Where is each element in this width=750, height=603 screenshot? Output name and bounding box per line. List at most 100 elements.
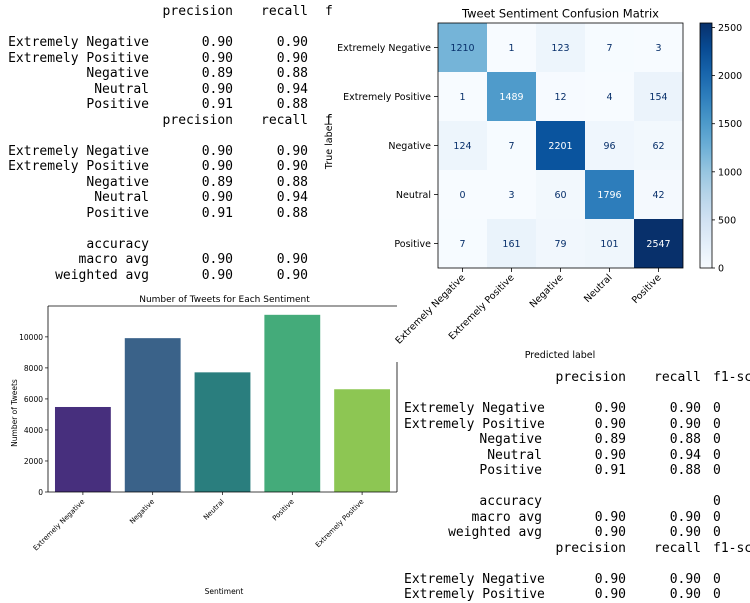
report-row-label: Extremely Positive xyxy=(404,416,545,432)
report-row: macro avg 0.90 0.90 xyxy=(6,252,345,268)
report-row-label: Extremely Negative xyxy=(8,143,149,159)
matrix-cell xyxy=(634,72,683,121)
report-row: Extremely Positive 0.90 0.90 xyxy=(6,159,345,175)
matrix-cell xyxy=(585,72,634,121)
report-precision-value: 0.91 xyxy=(201,205,233,221)
report-recall-value: 0.90 xyxy=(276,252,308,267)
report-recall-value: 0.90 xyxy=(276,50,308,66)
colorbar-tick-label: 0 xyxy=(718,264,724,275)
report-precision-value: 0.89 xyxy=(201,66,233,81)
matrix-cell-value: 2547 xyxy=(646,239,670,250)
report-header-recall: recall xyxy=(654,370,701,385)
report-row: Positive 0.91 0.88 0 xyxy=(404,463,750,479)
y-tick-label: 0 xyxy=(38,488,43,497)
report-row: Positive 0.91 0.88 xyxy=(6,206,345,222)
report-recall-value: 0.94 xyxy=(669,447,701,463)
matrix-cell xyxy=(536,72,585,121)
report-f1-value: 0 xyxy=(713,401,721,416)
y-tick-label: Neutral xyxy=(396,190,431,201)
report-recall-value: 0.90 xyxy=(669,525,701,540)
x-tick-label: Extremely Positive xyxy=(314,498,365,549)
report-recall-value: 0.94 xyxy=(276,190,308,205)
report-header-row: precision recall f1-sc xyxy=(404,370,750,386)
matrix-cell xyxy=(487,121,536,170)
report-recall-value: 0.90 xyxy=(276,267,308,283)
report-recall-value: 0.88 xyxy=(276,205,308,221)
x-tick-label: Extremely Negative xyxy=(393,272,467,346)
report-row: Extremely Negative 0.90 0.90 xyxy=(6,144,345,160)
matrix-cell-value: 3 xyxy=(655,43,661,54)
matrix-frame xyxy=(437,22,684,269)
matrix-cell xyxy=(487,72,536,121)
x-tick-label: Neutral xyxy=(202,498,226,522)
report-precision-value: 0.90 xyxy=(594,416,626,432)
report-precision-value: 0.90 xyxy=(594,587,626,602)
report-precision-value: 0.91 xyxy=(201,97,233,112)
y-tick-label: Negative xyxy=(388,141,431,152)
colorbar xyxy=(699,22,713,269)
report-f1-value: 0 xyxy=(713,416,721,432)
report-recall-value: 0.90 xyxy=(669,509,701,525)
report-row: Negative 0.89 0.88 xyxy=(6,175,345,191)
report-precision-value: 0.89 xyxy=(594,432,626,447)
matrix-cell-value: 124 xyxy=(453,141,471,152)
report-recall-value: 0.88 xyxy=(276,66,308,81)
report-f1-value: 0 xyxy=(713,525,721,540)
report-recall-value: 0.88 xyxy=(669,432,701,447)
matrix-cell-value: 0 xyxy=(459,190,465,201)
matrix-cell xyxy=(438,170,487,219)
report-header-precision: precision xyxy=(162,4,233,19)
report-row: Extremely Negative 0.90 0.90 0 xyxy=(404,401,750,417)
colorbar-tick-label: 1500 xyxy=(718,119,742,130)
report-header-recall: recall xyxy=(654,540,701,556)
report-recall-value: 0.88 xyxy=(669,463,701,478)
matrix-cell-value: 1489 xyxy=(499,92,523,103)
report-row-label: macro avg xyxy=(78,252,149,267)
report-f1-value: 0 xyxy=(713,494,721,509)
report-recall-value: 0.90 xyxy=(276,159,308,174)
report-f1-value: 0 xyxy=(713,432,721,447)
matrix-cell-value: 7 xyxy=(508,141,514,152)
matrix-cell-value: 4 xyxy=(606,92,612,103)
y-tick-label: 4000 xyxy=(24,426,43,435)
colorbar-tick-label: 2000 xyxy=(718,71,742,82)
report-row: Extremely Negative 0.90 0.90 xyxy=(6,35,345,51)
matrix-cell-value: 101 xyxy=(600,239,618,250)
matrix-cell xyxy=(536,219,585,268)
report-row: Neutral 0.90 0.94 xyxy=(6,82,345,98)
report-f1-value: 0 xyxy=(713,447,721,463)
report-precision-value: 0.90 xyxy=(201,81,233,97)
matrix-cell xyxy=(438,121,487,170)
report-row: macro avg 0.90 0.90 0 xyxy=(404,510,750,526)
report-precision-value: 0.91 xyxy=(594,463,626,478)
report-row: Negative 0.89 0.88 xyxy=(6,66,345,82)
report-row-label: Neutral xyxy=(94,190,149,205)
matrix-cell-value: 3 xyxy=(508,190,514,201)
matrix-cell xyxy=(536,170,585,219)
report-precision-value: 0.90 xyxy=(594,571,626,587)
matrix-cell xyxy=(438,23,487,72)
matrix-cell-value: 7 xyxy=(606,43,612,54)
confusion-matrix-title: Tweet Sentiment Confusion Matrix xyxy=(461,7,659,21)
bar xyxy=(264,314,321,492)
report-row: Extremely Negative 0.90 0.90 0 xyxy=(404,572,750,588)
report-f1-value: 0 xyxy=(713,587,721,602)
x-tick-label: Negative xyxy=(528,272,566,310)
report-recall-value: 0.88 xyxy=(276,97,308,112)
matrix-cell xyxy=(634,23,683,72)
report-row: Positive 0.91 0.88 xyxy=(6,97,345,113)
report-row-label: Negative xyxy=(479,432,542,447)
matrix-cell-value: 7 xyxy=(459,239,465,250)
bar-chart-title: Number of Tweets for Each Sentiment xyxy=(139,295,310,305)
report-precision-value: 0.90 xyxy=(201,35,233,50)
report-row-label: macro avg xyxy=(471,509,542,525)
report-row-label: Neutral xyxy=(94,81,149,97)
report-row-label: Extremely Positive xyxy=(8,159,149,174)
report-row: weighted avg 0.90 0.90 0 xyxy=(404,525,750,541)
report-precision-value: 0.90 xyxy=(201,159,233,174)
matrix-cell xyxy=(487,23,536,72)
report-header-precision: precision xyxy=(162,112,233,128)
report-row-label: Positive xyxy=(86,97,149,112)
matrix-cell-value: 1 xyxy=(508,43,514,54)
y-tick-label: 2000 xyxy=(24,457,43,466)
